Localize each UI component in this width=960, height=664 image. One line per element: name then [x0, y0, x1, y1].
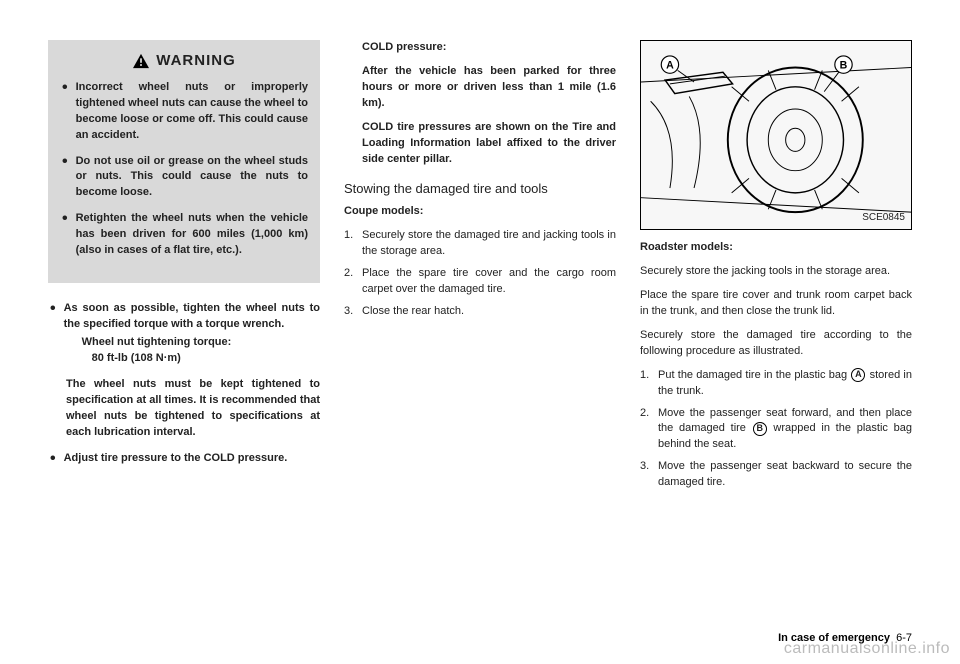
info-list-2: Adjust tire pressure to the COLD pressur…: [48, 451, 320, 467]
illustration: A B SCE0845: [640, 40, 912, 230]
label-b-icon: B: [753, 422, 767, 436]
warning-item: Incorrect wheel nuts or improperly tight…: [60, 80, 308, 144]
coupe-heading: Coupe models:: [344, 204, 616, 220]
list-item: 2. Move the passenger seat forward, and …: [640, 406, 912, 454]
roadster-heading: Roadster models:: [640, 240, 912, 256]
list-item: 1.Securely store the damaged tire and ja…: [344, 228, 616, 260]
cold-pressure-p1: After the vehicle has been parked for th…: [362, 64, 616, 112]
cold-pressure-heading: COLD pressure:: [362, 40, 616, 56]
list-item: 3.Close the rear hatch.: [344, 304, 616, 320]
svg-text:B: B: [840, 59, 848, 71]
list-item: 2.Place the spare tire cover and the car…: [344, 266, 616, 298]
column-1: WARNING Incorrect wheel nuts or improper…: [48, 40, 320, 644]
warning-box: WARNING Incorrect wheel nuts or improper…: [48, 40, 320, 283]
warning-icon: [132, 53, 150, 69]
warning-list: Incorrect wheel nuts or improperly tight…: [60, 80, 308, 259]
column-2: COLD pressure: After the vehicle has bee…: [344, 40, 616, 644]
label-a-icon: A: [851, 368, 865, 382]
spec-paragraph: The wheel nuts must be kept tightened to…: [66, 377, 320, 441]
cold-pressure-p2: COLD tire pressures are shown on the Tir…: [362, 120, 616, 168]
roadster-p1: Securely store the jacking tools in the …: [640, 264, 912, 280]
coupe-steps: 1.Securely store the damaged tire and ja…: [344, 228, 616, 320]
roadster-steps: 1. Put the damaged tire in the plastic b…: [640, 368, 912, 492]
list-item: 1. Put the damaged tire in the plastic b…: [640, 368, 912, 400]
info-list: As soon as possible, tighten the wheel n…: [48, 301, 320, 367]
svg-text:A: A: [666, 59, 674, 71]
illustration-code: SCE0845: [862, 211, 905, 226]
warning-title: WARNING: [156, 50, 236, 72]
roadster-p3: Securely store the damaged tire accordin…: [640, 328, 912, 360]
list-item: As soon as possible, tighten the wheel n…: [48, 301, 320, 367]
warning-item: Do not use oil or grease on the wheel st…: [60, 154, 308, 202]
section-stowing: Stowing the damaged tire and tools: [344, 180, 616, 199]
torque-value: 80 ft-lb (108 N·m): [92, 351, 320, 367]
torque-lead: As soon as possible, tighten the wheel n…: [64, 302, 320, 330]
list-item: 3. Move the passenger seat backward to s…: [640, 459, 912, 491]
roadster-p2: Place the spare tire cover and trunk roo…: [640, 288, 912, 320]
torque-label: Wheel nut tightening torque:: [82, 335, 320, 351]
watermark: carmanualsonline.info: [784, 640, 950, 658]
warning-header: WARNING: [60, 50, 308, 72]
manual-page: WARNING Incorrect wheel nuts or improper…: [0, 0, 960, 664]
list-item: Adjust tire pressure to the COLD pressur…: [48, 451, 320, 467]
column-3: A B SCE0845 Roadster models: Securely st…: [640, 40, 912, 644]
tire-illustration-svg: A B: [641, 41, 911, 229]
warning-item: Retighten the wheel nuts when the vehicl…: [60, 211, 308, 259]
